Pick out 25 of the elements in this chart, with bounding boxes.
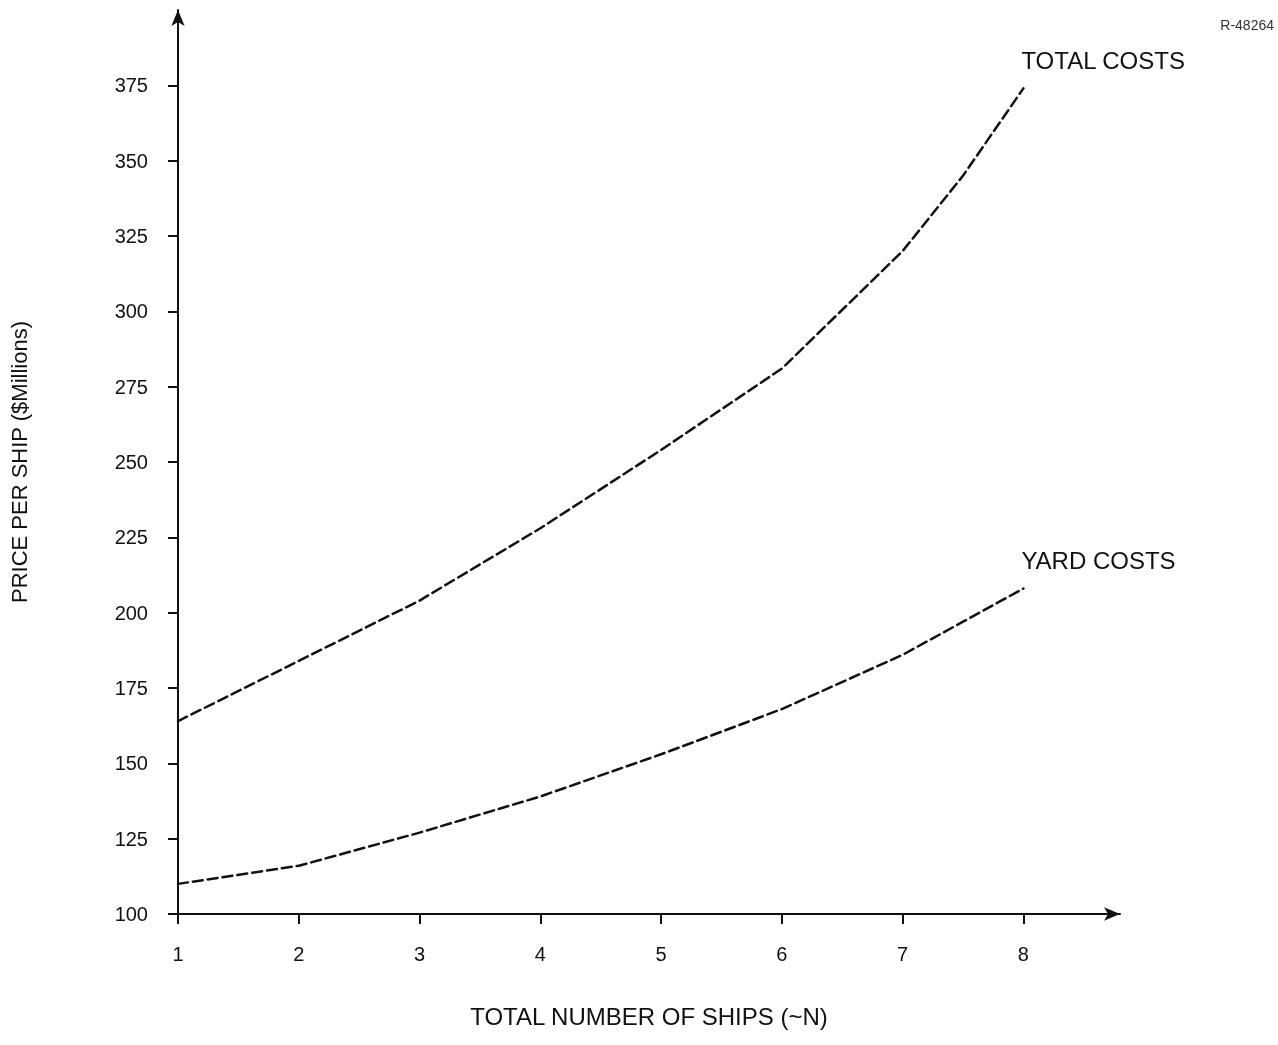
x-tick-label: 7 [897, 943, 909, 965]
x-tick-label: 8 [1017, 943, 1029, 965]
x-tick-label: 6 [776, 943, 788, 965]
x-tick-label: 4 [534, 943, 546, 965]
y-tick-label: 200 [114, 601, 148, 624]
x-tick-label: 5 [655, 943, 667, 965]
y-tick-label: 275 [114, 375, 148, 398]
x-tick-label: 3 [413, 943, 426, 965]
y-tick-label: 325 [114, 225, 148, 247]
y-tick-label: 350 [114, 149, 148, 172]
y-tick-label: 250 [114, 451, 148, 473]
x-tick-label: 2 [293, 943, 305, 965]
y-tick-label: 100 [114, 903, 148, 925]
x-tick-label: 1 [172, 943, 184, 965]
series-label: TOTAL COSTS [1021, 46, 1185, 74]
y-tick-label: 225 [114, 526, 148, 549]
y-tick-label: 150 [114, 752, 148, 775]
y-tick-label: 300 [114, 300, 148, 323]
y-axis-title: PRICE PER SHIP ($Millions) [6, 321, 32, 603]
y-tick-label: 125 [114, 827, 148, 850]
series-label: YARD COSTS [1021, 547, 1176, 575]
x-axis-title: TOTAL NUMBER OF SHIPS (~N) [470, 1002, 828, 1030]
text: R-48264 [1220, 17, 1275, 33]
y-tick-label: 175 [114, 677, 148, 699]
y-tick-label: 375 [114, 74, 148, 97]
